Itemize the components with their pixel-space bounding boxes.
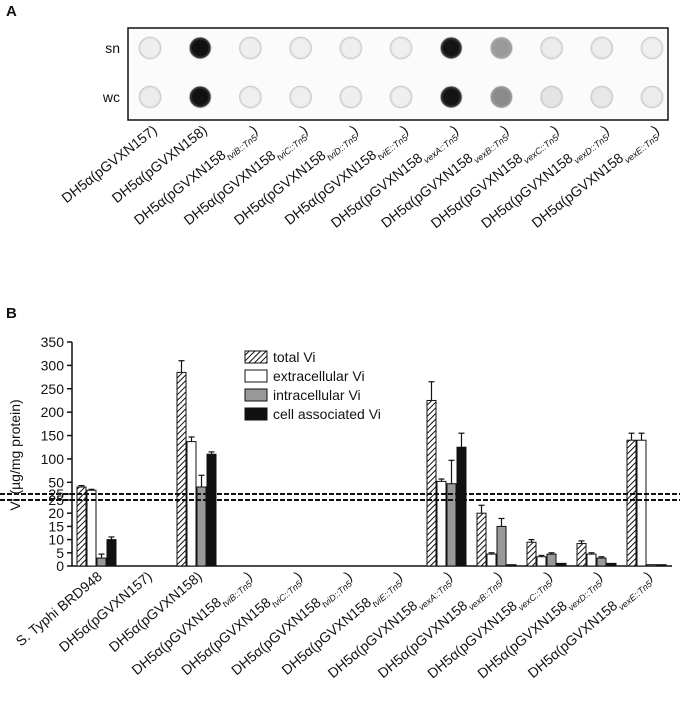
bar xyxy=(537,557,546,566)
blot-dot-shade xyxy=(541,86,563,108)
blot-dot-shade xyxy=(239,86,261,108)
legend-swatch xyxy=(245,389,267,401)
blot-dot-shade xyxy=(189,37,211,59)
legend-swatch xyxy=(245,351,267,363)
bar xyxy=(587,554,596,566)
bar xyxy=(657,565,666,566)
bar xyxy=(187,442,196,566)
blot-dot-shade xyxy=(390,86,412,108)
bar xyxy=(477,513,486,566)
row-label: sn xyxy=(105,40,120,56)
y-tick-label: 200 xyxy=(41,404,65,420)
bar xyxy=(637,440,646,566)
blot-dot-shade xyxy=(440,86,462,108)
blot-dot-shade xyxy=(641,86,663,108)
bar xyxy=(557,563,566,566)
legend-swatch xyxy=(245,370,267,382)
blot-dot-shade xyxy=(290,86,312,108)
y-tick-label: 250 xyxy=(41,381,65,397)
blot-dot-shade xyxy=(541,37,563,59)
x-tick-label: S. Typhi BRD948 xyxy=(13,568,106,649)
bar xyxy=(97,558,106,566)
label-text: DH5α(pGVXN158 xyxy=(325,597,421,681)
blot-dot-shade xyxy=(340,37,362,59)
blot-dot-shade xyxy=(290,37,312,59)
label-subscript: tviE::Tn5 xyxy=(370,578,404,609)
legend-label: intracellular Vi xyxy=(273,387,361,403)
blot-dot-shade xyxy=(340,86,362,108)
y-tick-label: 350 xyxy=(41,334,65,350)
y-tick-label: 300 xyxy=(41,357,65,373)
label-subscript: vexE::Tn5 xyxy=(616,578,654,612)
bar xyxy=(447,484,456,566)
bar xyxy=(457,447,466,566)
label-subscript: vexE::Tn5 xyxy=(623,132,662,165)
bar xyxy=(597,558,606,566)
bar xyxy=(577,544,586,566)
bar xyxy=(87,490,96,566)
bar xyxy=(107,540,116,566)
legend-swatch xyxy=(245,408,267,420)
bar xyxy=(507,565,516,566)
label-text: S. Typhi BRD948 xyxy=(13,568,106,649)
label-text: DH5α(pGVXN158 xyxy=(128,594,224,678)
blot-dot-shade xyxy=(591,37,613,59)
blot-dot-shade xyxy=(239,37,261,59)
label-subscript: tviB::Tn5 xyxy=(220,578,254,609)
blot-dot-shade xyxy=(139,86,161,108)
blot-dot-shade xyxy=(139,37,161,59)
bar xyxy=(527,542,536,566)
bar xyxy=(77,487,86,566)
bar xyxy=(207,454,216,566)
row-label: wc xyxy=(102,89,120,105)
blot-dot-shade xyxy=(641,37,663,59)
bar xyxy=(627,440,636,566)
y-tick-label: 150 xyxy=(41,428,65,444)
blot-dot-shade xyxy=(390,37,412,59)
blot-dot-shade xyxy=(440,37,462,59)
y-tick-label: 100 xyxy=(41,451,65,467)
y-tick-label: 50 xyxy=(48,474,64,490)
blot-dot-shade xyxy=(490,37,512,59)
bar xyxy=(487,554,496,566)
blot-dot-shade xyxy=(591,86,613,108)
bar xyxy=(607,563,616,566)
blot-dot-shade xyxy=(189,86,211,108)
bar xyxy=(177,372,186,566)
legend-label: total Vi xyxy=(273,349,316,365)
label-text: DH5α(pGVXN158 xyxy=(328,149,426,230)
bar xyxy=(647,565,656,566)
bar xyxy=(427,400,436,566)
panel-label: A xyxy=(6,3,17,20)
bar xyxy=(197,487,206,566)
legend-label: cell associated Vi xyxy=(273,406,381,422)
legend-label: extracellular Vi xyxy=(273,368,365,384)
blot-dot-shade xyxy=(490,86,512,108)
bar xyxy=(497,526,506,566)
bar xyxy=(547,554,556,566)
panel-label: B xyxy=(6,305,17,322)
